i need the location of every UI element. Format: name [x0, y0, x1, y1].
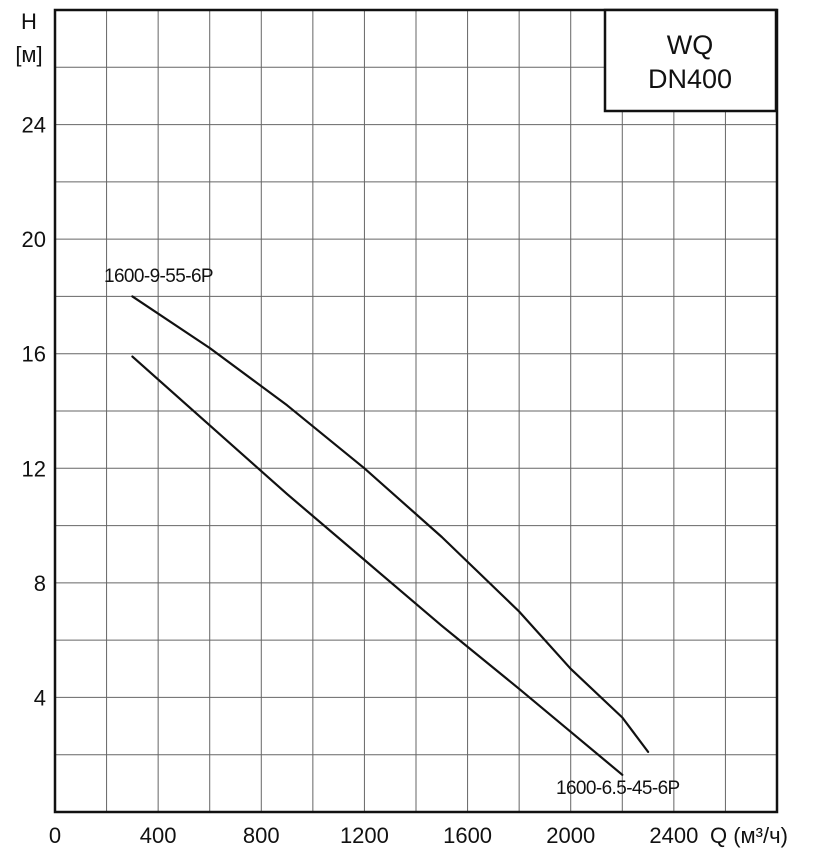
x-axis-ticks: 0 400 800 1200 1600 2000 2400 — [49, 823, 698, 848]
grid — [55, 10, 777, 812]
plot-frame — [53, 8, 779, 814]
x-tick-label: 0 — [49, 823, 61, 848]
y-tick-label: 12 — [22, 456, 46, 481]
x-tick-label: 1600 — [443, 823, 492, 848]
series-label-1600-6-5-45-6p: 1600-6.5-45-6P — [556, 778, 680, 799]
y-axis-ticks: 4 8 12 16 20 24 — [22, 113, 46, 711]
y-axis-label-line2: [м] — [15, 42, 42, 67]
chart-subtitle: DN400 — [648, 64, 732, 94]
x-tick-label: 800 — [243, 823, 280, 848]
y-axis-label-line1: H — [21, 9, 37, 34]
title-box: WQ DN400 — [603, 8, 778, 113]
series-line-1 — [131, 295, 650, 754]
x-tick-label: 1200 — [340, 823, 389, 848]
y-tick-label: 24 — [22, 113, 46, 138]
series-lines — [131, 295, 650, 776]
plot-frame-border — [53, 8, 779, 814]
x-axis-label: Q (м³/ч) — [710, 823, 788, 848]
y-tick-label: 20 — [22, 227, 46, 252]
chart-title: WQ — [667, 30, 714, 60]
series-line-2 — [131, 355, 624, 776]
series-label-1600-9-55-6p: 1600-9-55-6P — [104, 266, 213, 287]
x-tick-label: 2000 — [546, 823, 595, 848]
y-tick-label: 4 — [34, 685, 46, 710]
title-box-border — [603, 8, 778, 113]
x-tick-label: 400 — [140, 823, 177, 848]
y-tick-label: 16 — [22, 342, 46, 367]
y-tick-label: 8 — [34, 571, 46, 596]
x-tick-label: 2400 — [649, 823, 698, 848]
